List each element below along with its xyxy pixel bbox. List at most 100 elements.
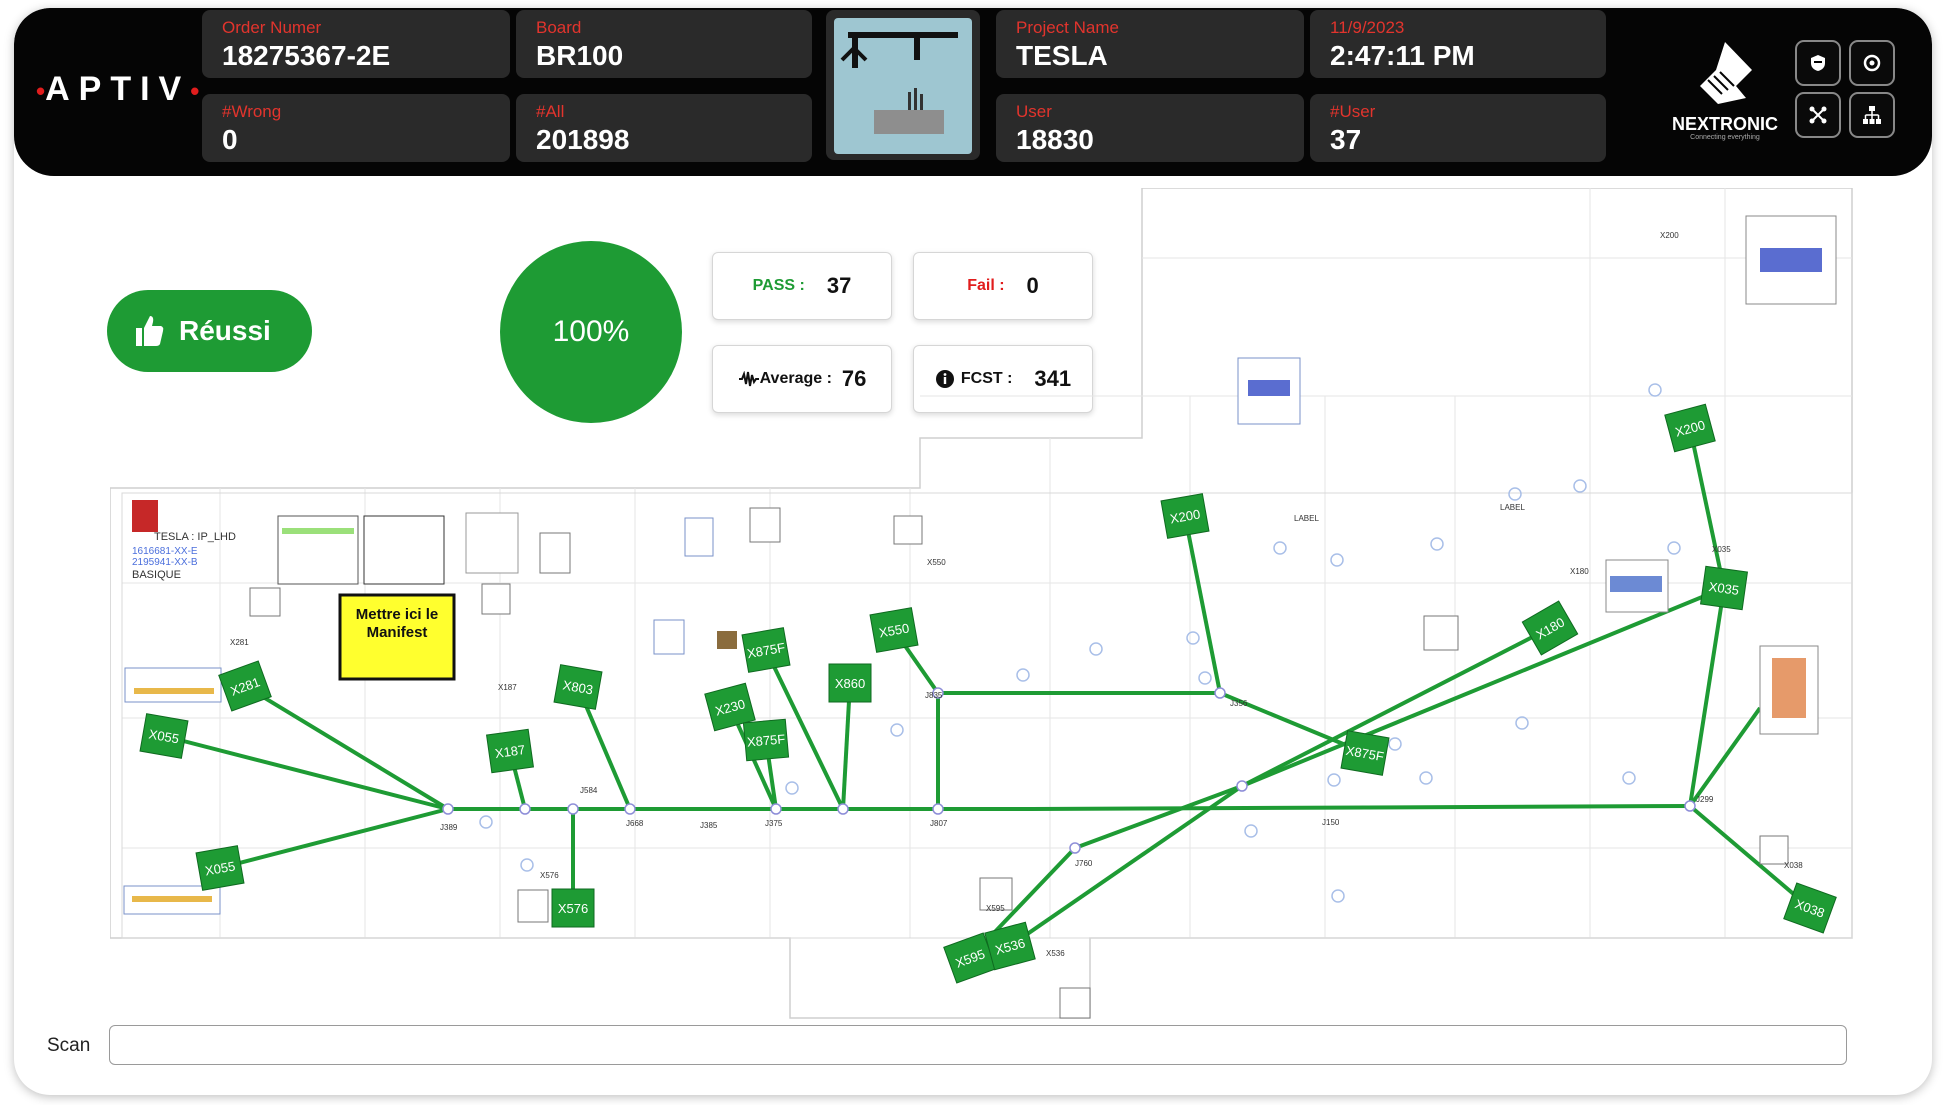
- hierarchy-icon: [1863, 106, 1881, 124]
- date-label: 11/9/2023: [1330, 18, 1405, 37]
- fixing-points: [479, 383, 1681, 903]
- connector-node-x200[interactable]: X200: [1664, 403, 1716, 453]
- connector-node-label: X550: [878, 620, 911, 640]
- svg-text:J835: J835: [925, 691, 943, 700]
- connector-node-x860[interactable]: X860: [828, 663, 872, 703]
- svg-text:J385: J385: [700, 821, 718, 830]
- svg-text:LABEL: LABEL: [1500, 503, 1525, 512]
- fail-label: Fail :: [967, 277, 1005, 294]
- project-value: TESLA: [1016, 40, 1108, 71]
- connector-node-label: X576: [558, 901, 588, 916]
- project-label: Project Name: [1016, 18, 1119, 37]
- svg-text:J807: J807: [930, 819, 948, 828]
- svg-text:X595: X595: [986, 904, 1005, 913]
- order-value: 18275367-2E: [222, 40, 391, 71]
- svg-text:X180: X180: [1570, 567, 1589, 576]
- basique-label: BASIQUE: [132, 569, 181, 581]
- connector-node-x875f[interactable]: X875F: [742, 718, 790, 762]
- svg-text:J584: J584: [580, 786, 598, 795]
- svg-text:J375: J375: [765, 819, 783, 828]
- network-button[interactable]: [1795, 92, 1841, 138]
- connector-node-x875f[interactable]: X875F: [741, 627, 791, 673]
- result-status-button: Réussi: [107, 290, 312, 372]
- part-number-2: 2195941-XX-B: [132, 557, 198, 568]
- harness-diagram: TESLA : IP_LHD 1616681-XX-E 2195941-XX-B…: [110, 188, 1853, 1019]
- fiability-sticker-box: [363, 515, 445, 585]
- board-card: Board BR100: [516, 10, 812, 78]
- scan-input[interactable]: [109, 1025, 1847, 1065]
- user-count-card: #User 37: [1310, 94, 1606, 162]
- connector-strip-top: [124, 667, 222, 703]
- legend-card: [465, 512, 519, 574]
- connector-node-x187[interactable]: X187: [485, 728, 535, 774]
- order-label: Order Numer: [222, 18, 322, 37]
- fiability-label-sheet: [277, 515, 359, 585]
- svg-text:X187: X187: [498, 683, 517, 692]
- user-card: User 18830: [996, 94, 1304, 162]
- date-card: 11/9/2023 2:47:11 PM: [1310, 10, 1606, 78]
- connector-node-label: X055: [148, 726, 181, 746]
- harness-wires: [163, 427, 1812, 960]
- junction-points: [442, 582, 1730, 854]
- connector-node-x035[interactable]: X035: [1699, 565, 1749, 611]
- nextronic-logo: NEXTRONIC Connecting everything: [1660, 34, 1790, 149]
- tesla-label: TESLA : IP_LHD: [154, 531, 236, 543]
- fail-stat: Fail : 0: [913, 252, 1093, 320]
- svg-text:J299: J299: [1696, 795, 1714, 804]
- top-bar: •APTIV• Order Numer 18275367-2E #Wrong 0…: [14, 8, 1932, 176]
- board-value: BR100: [536, 40, 624, 71]
- svg-text:X576: X576: [540, 871, 559, 880]
- connector-node-x200[interactable]: X200: [1160, 493, 1210, 539]
- svg-text:J356: J356: [1230, 699, 1248, 708]
- board-preview-image: [840, 32, 958, 134]
- connector-node-label: X803: [562, 677, 595, 697]
- user-value: 18830: [1016, 124, 1094, 155]
- connector-node-x055[interactable]: X055: [195, 845, 245, 891]
- connector-node-label: X875F: [1345, 743, 1385, 764]
- connector-node-label: X200: [1169, 506, 1202, 526]
- connector-node-x230[interactable]: X230: [704, 682, 756, 732]
- info-icon: [935, 370, 954, 388]
- all-value: 201898: [536, 124, 630, 155]
- svg-text:X035: X035: [1712, 545, 1731, 554]
- nextronic-tagline: Connecting everything: [1690, 134, 1760, 141]
- hierarchy-button[interactable]: [1849, 92, 1895, 138]
- settings-button[interactable]: [1849, 40, 1895, 86]
- connector-node-x536[interactable]: X536: [984, 921, 1036, 971]
- shield-button[interactable]: [1795, 40, 1841, 86]
- connector-node-x180[interactable]: X180: [1521, 600, 1579, 656]
- network-icon: [1809, 106, 1827, 124]
- user-label: User: [1016, 102, 1052, 121]
- connector-node-x038[interactable]: X038: [1783, 882, 1837, 934]
- connector-node-label: X035: [1708, 579, 1740, 598]
- connector-node-label: X055: [204, 858, 237, 878]
- connector-node-x803[interactable]: X803: [553, 664, 603, 710]
- manifest-text: Mettre ici le Manifest: [355, 606, 439, 641]
- average-label: Average :: [759, 370, 832, 387]
- nextronic-mark-icon: [1700, 42, 1752, 104]
- connector-node-x281[interactable]: X281: [218, 660, 272, 712]
- average-value: 76: [841, 366, 867, 391]
- progress-percent: 100%: [552, 315, 630, 348]
- connector-node-label: X187: [494, 742, 526, 761]
- tesla-panel: TESLA : IP_LHD 1616681-XX-E 2195941-XX-B…: [132, 500, 236, 581]
- fcst-stat: FCST : 341: [913, 345, 1093, 413]
- all-card: #All 201898: [516, 94, 812, 162]
- connector-nodes: X281X055X055X187X803X875FX860X550X230X87…: [139, 403, 1837, 984]
- connector-node-x550[interactable]: X550: [869, 607, 919, 653]
- user-count-value: 37: [1330, 124, 1362, 155]
- settings-icon: [1863, 54, 1881, 72]
- average-stat: Average : 76: [712, 345, 892, 413]
- connector-node-x055[interactable]: X055: [139, 713, 189, 759]
- part-number-1: 1616681-XX-E: [132, 546, 198, 557]
- pass-stat: PASS : 37: [712, 252, 892, 320]
- connector-node-x576[interactable]: X576: [551, 888, 595, 928]
- user-count-label: #User: [1330, 102, 1376, 121]
- connector-node-x875f[interactable]: X875F: [1340, 730, 1390, 776]
- svg-text:J668: J668: [626, 819, 644, 828]
- pass-value: 37: [826, 273, 852, 298]
- manifest-box: Mettre ici le Manifest: [338, 593, 456, 681]
- connector-node-x595[interactable]: X595: [943, 932, 997, 984]
- connector-node-label: X875F: [746, 640, 786, 661]
- thumbs-up-icon: [136, 316, 164, 346]
